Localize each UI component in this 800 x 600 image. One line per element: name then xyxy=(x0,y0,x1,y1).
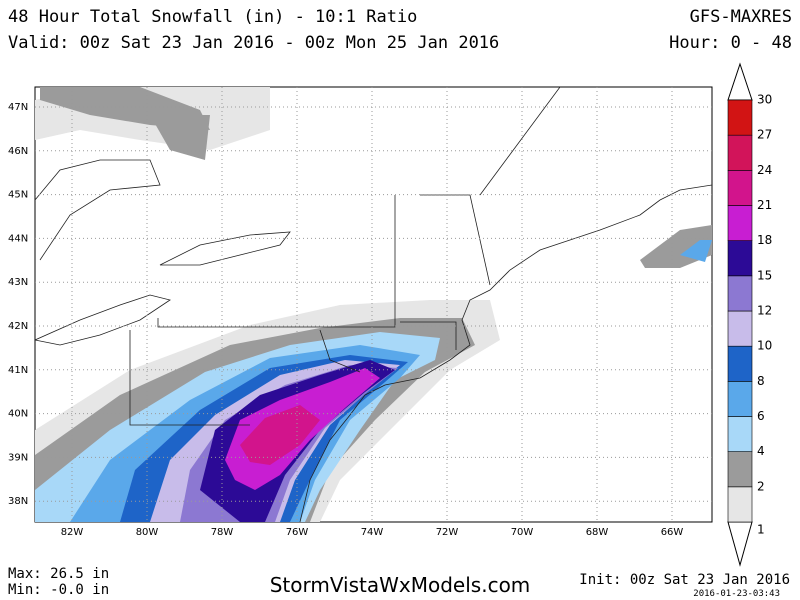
colorbar-label: 30 xyxy=(757,93,772,107)
title: 48 Hour Total Snowfall (in) - 10:1 Ratio xyxy=(8,7,417,27)
colorbar-label: 15 xyxy=(757,268,772,282)
borders xyxy=(35,87,712,522)
colorbar-box xyxy=(727,99,753,136)
lat-label: 47N xyxy=(8,102,28,113)
colorbar-box xyxy=(727,451,753,488)
model: GFS-MAXRES xyxy=(690,7,792,27)
colorbar-label: 2 xyxy=(757,479,765,493)
lon-label: 72W xyxy=(436,527,459,538)
lat-label: 40N xyxy=(8,409,28,420)
colorbar-box xyxy=(727,345,753,382)
colorbar-label: 1 xyxy=(757,523,765,537)
colorbar-box xyxy=(727,416,753,452)
colorbar-label: 21 xyxy=(757,198,772,212)
colorbar-label: 10 xyxy=(757,339,772,353)
colorbar-arrow-top xyxy=(727,62,753,101)
colorbar-label: 6 xyxy=(757,409,765,423)
colorbar-box xyxy=(727,170,753,206)
lat-label: 42N xyxy=(8,321,28,332)
lon-label: 76W xyxy=(286,527,309,538)
colorbar-box xyxy=(727,240,753,277)
lat-label: 44N xyxy=(8,233,28,244)
colorbar-box xyxy=(727,381,753,417)
site: StormVistaWxModels.com xyxy=(270,573,531,597)
colorbar-label: 4 xyxy=(757,444,765,458)
valid: Valid: 00z Sat 23 Jan 2016 - 00z Mon 25 … xyxy=(8,33,499,53)
colorbar-box xyxy=(727,310,753,347)
min: Min: -0.0 in xyxy=(8,582,109,598)
hour: Hour: 0 - 48 xyxy=(669,33,792,53)
colorbar-box xyxy=(727,205,753,241)
colorbar-arrow-bottom xyxy=(727,521,753,567)
colorbar-label: 24 xyxy=(757,163,772,177)
map xyxy=(34,86,713,523)
lon-label: 66W xyxy=(661,527,684,538)
colorbar-label: 18 xyxy=(757,233,772,247)
colorbar-box xyxy=(727,134,753,171)
colorbar-box xyxy=(727,275,753,312)
max: Max: 26.5 in xyxy=(8,566,109,582)
lat-label: 39N xyxy=(8,452,28,463)
grid xyxy=(35,87,712,522)
snow-field xyxy=(35,87,712,522)
lat-label: 41N xyxy=(8,365,28,376)
lon-label: 78W xyxy=(211,527,234,538)
lat-label: 38N xyxy=(8,496,28,507)
lat-label: 46N xyxy=(8,146,28,157)
lat-label: 45N xyxy=(8,190,28,201)
lon-label: 80W xyxy=(136,527,159,538)
colorbar-label: 12 xyxy=(757,304,772,318)
lon-label: 82W xyxy=(61,527,84,538)
lon-label: 74W xyxy=(361,527,384,538)
colorbar-label: 8 xyxy=(757,374,765,388)
stamp: 2016-01-23-03:43 xyxy=(693,589,780,599)
colorbar-label: 27 xyxy=(757,128,772,142)
lat-label: 43N xyxy=(8,277,28,288)
lon-label: 70W xyxy=(511,527,534,538)
init: Init: 00z Sat 23 Jan 2016 xyxy=(579,572,790,588)
lon-label: 68W xyxy=(586,527,609,538)
colorbar-box xyxy=(727,486,753,523)
